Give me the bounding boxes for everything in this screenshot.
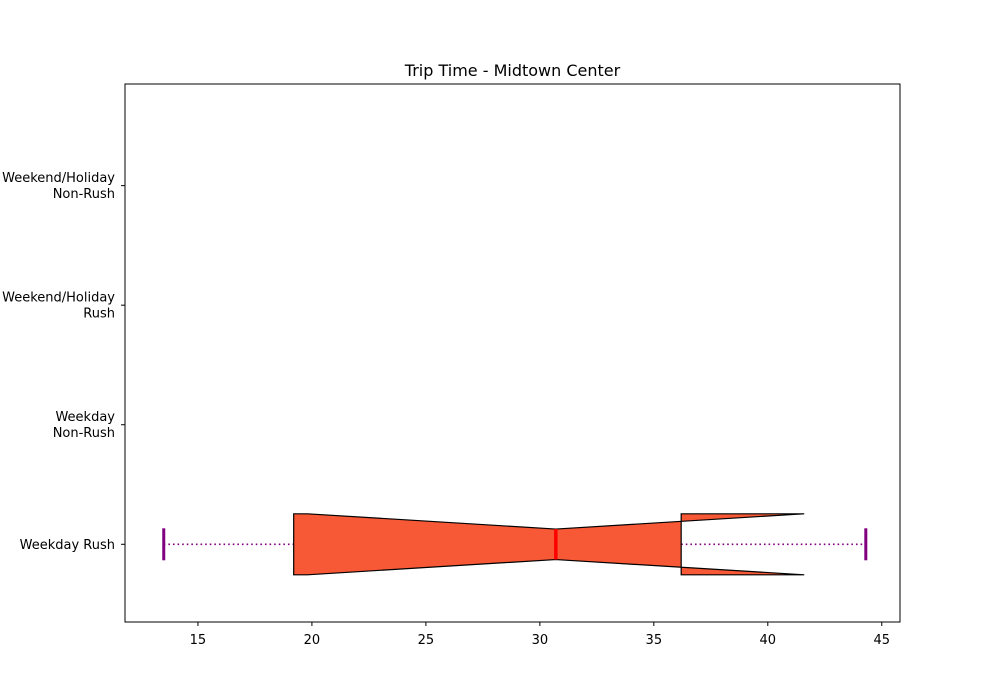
x-tick-label: 40 [760, 633, 777, 648]
plot-frame [124, 83, 901, 623]
y-tick-label-line: Weekend/Holiday [2, 171, 115, 186]
x-tick-label: 15 [190, 633, 207, 648]
y-tick-label-line: Non-Rush [53, 426, 115, 441]
y-tick-label: Weekend/Holiday Non-Rush [2, 171, 115, 202]
x-tick-label: 30 [532, 633, 549, 648]
y-tick-label-line: Weekday Rush [20, 538, 115, 553]
y-tick-label: Weekend/Holiday Rush [2, 291, 115, 322]
y-tick-label-line: Weekday [55, 410, 115, 425]
x-tick-label: 45 [873, 633, 890, 648]
y-tick-label: Weekday Non-Rush [53, 410, 116, 441]
y-tick-label-line: Weekend/Holiday [2, 291, 115, 306]
plot-area [162, 513, 868, 576]
y-tick-label-line: Rush [83, 307, 115, 322]
y-tick-label: Weekday Rush [20, 538, 115, 553]
x-tick-label: 35 [646, 633, 663, 648]
x-tick-label: 20 [304, 633, 321, 648]
x-tick-label: 25 [418, 633, 435, 648]
y-tick-label-line: Non-Rush [53, 187, 115, 202]
box-weekday-rush [293, 513, 805, 576]
chart-title: Trip Time - Midtown Center [404, 61, 621, 80]
